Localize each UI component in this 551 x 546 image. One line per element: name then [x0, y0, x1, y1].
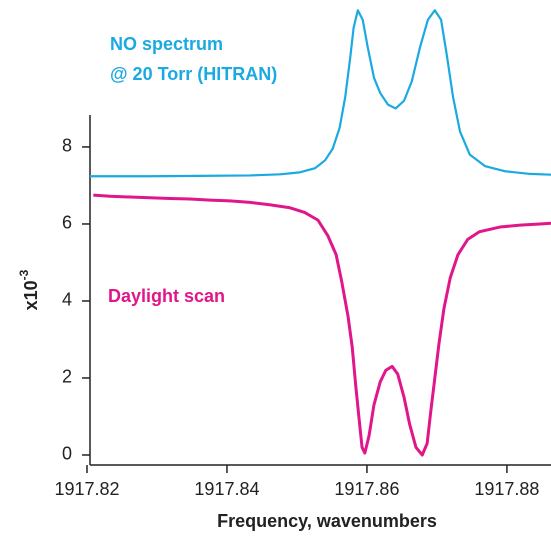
data-line — [89, 9, 551, 178]
y-tick-label: 6 — [62, 213, 72, 233]
y-tick-label: 2 — [62, 367, 72, 387]
y-axis-label-exponent: -3 — [17, 269, 31, 280]
annotation: NO spectrum — [110, 34, 223, 54]
data-line — [93, 193, 551, 457]
y-tick-label: 8 — [62, 136, 72, 156]
annotation: @ 20 Torr (HITRAN) — [110, 64, 277, 84]
y-tick-label: 0 — [62, 444, 72, 464]
y-tick-label: 4 — [62, 290, 72, 310]
y-axis-label-base: x10 — [21, 280, 41, 310]
x-axis-label: Frequency, wavenumbers — [217, 511, 437, 531]
x-tick-label: 1917.84 — [194, 479, 259, 499]
x-tick-label: 1917.86 — [334, 479, 399, 499]
annotation: Daylight scan — [108, 286, 225, 306]
x-tick-label: 1917.82 — [54, 479, 119, 499]
x-tick-label: 1917.88 — [474, 479, 539, 499]
y-axis-label: x10-3 — [17, 269, 41, 310]
